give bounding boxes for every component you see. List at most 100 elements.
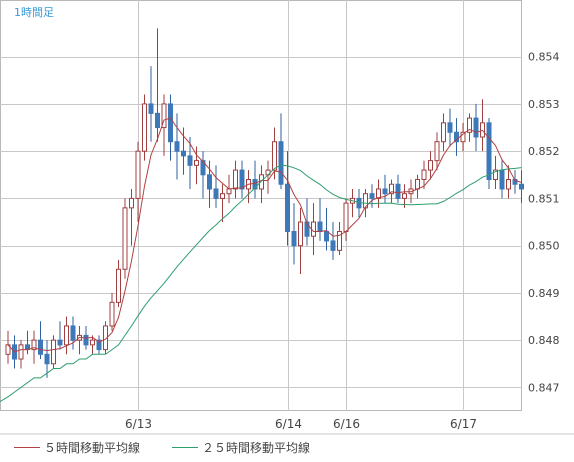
y-tick-label: 0.852 [528,145,560,158]
candle [116,259,121,308]
candle-body [272,141,277,171]
candle [142,94,147,161]
candle [96,335,102,355]
candle-body [96,339,102,351]
legend-label: ２５時間移動平均線 [202,440,310,455]
candle [18,340,24,369]
candle-body [5,344,11,355]
x-tick-label: 6/13 [125,417,152,431]
candle [278,113,284,189]
candle-body [226,188,232,195]
candle-body [31,339,37,351]
candle-body [44,353,50,365]
candle-body [369,193,375,199]
candle [161,94,167,156]
candle-body [285,183,290,232]
candle [148,66,154,142]
candle-body [434,141,440,162]
candle-body [337,230,342,251]
candle-body [428,160,433,171]
candle [304,198,310,246]
candle-body [304,221,310,237]
candle [506,165,511,199]
y-tick-label: 0.847 [528,381,560,394]
candle [447,108,453,147]
candle-body [298,221,303,247]
candle [467,113,472,142]
candle-body [148,103,154,114]
candle-body [83,334,89,346]
x-tick-label: 6/16 [333,417,360,431]
candle-body [155,112,160,129]
candle [382,174,388,204]
candle-body [142,103,147,152]
candle-body [506,179,511,190]
candle-body [395,183,401,199]
candle [291,203,297,265]
candle-body [454,131,459,143]
candle [200,151,206,199]
candle [51,335,56,369]
candle [493,155,498,189]
candle [129,188,134,246]
y-tick-label: 0.848 [528,334,560,347]
candle-body [402,193,407,199]
candle-body [376,188,381,199]
candle [454,118,459,156]
candle [402,184,407,208]
plot-frame [0,0,522,411]
candle [298,207,303,274]
y-tick-label: 0.853 [528,98,560,111]
candle [337,222,342,256]
candle-body [109,301,115,327]
candle-body [278,141,284,185]
candle-body [441,122,446,143]
candle [285,151,290,246]
candle-body [207,174,212,190]
candle-body [291,230,297,247]
candle-body [129,197,134,209]
candle-body [519,183,524,190]
candle [460,122,466,152]
candle [324,207,329,251]
candle [194,146,199,185]
candle [220,184,225,223]
candle [213,165,219,208]
ma25-line [0,164,522,403]
candle [44,340,50,378]
candle-body [174,141,180,152]
candle [252,160,258,199]
chart-title: 1時間足 [14,6,54,19]
y-tick-label: 0.851 [528,192,560,205]
candle-body [317,221,323,232]
candle-body [382,188,388,195]
candle-body [122,207,128,270]
legend: ５時間移動平均線 ２５時間移動平均線 [14,440,310,455]
candle [174,113,180,180]
candle-body [220,193,225,199]
candle [187,137,193,189]
candle [428,151,433,180]
candle [70,316,76,350]
candle-body [116,268,121,303]
candle [239,160,245,199]
legend-label: ５時間移動平均線 [44,440,140,455]
candle-body [421,169,427,181]
candle [473,103,479,152]
candle-body [324,230,329,242]
candle [441,113,446,152]
candle-body [181,150,186,157]
candle-body [467,117,472,133]
candle-body [473,117,479,138]
candle-body [239,169,245,190]
candle-body [57,339,63,346]
candle-body [51,339,56,365]
candle-body [161,103,167,129]
candle [519,170,524,204]
candle [109,292,115,331]
candle-body [233,169,238,190]
candle [64,316,69,355]
candle [5,330,11,364]
